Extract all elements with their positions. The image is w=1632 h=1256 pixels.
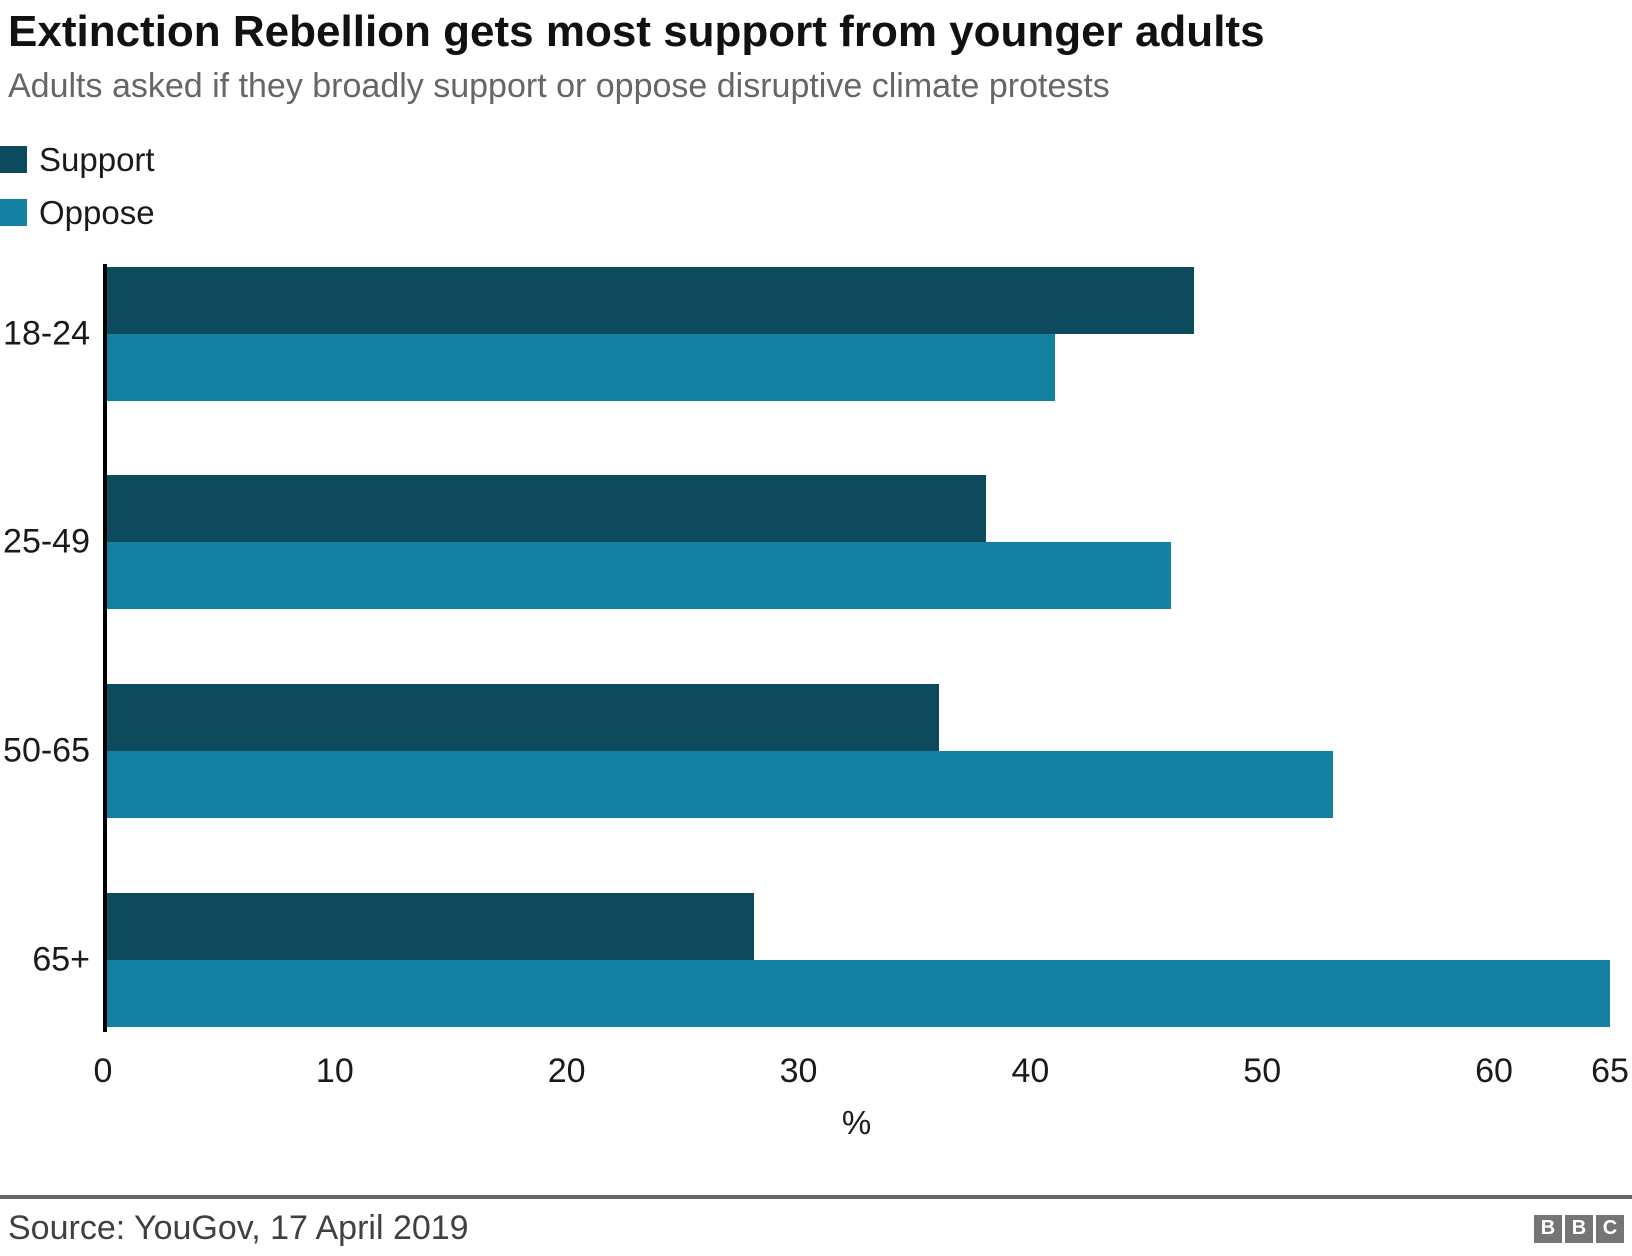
footer-row: Source: YouGov, 17 April 2019 B B C: [0, 1199, 1632, 1256]
bbc-logo-block-b2: B: [1565, 1214, 1593, 1243]
category-label: 50-65: [3, 731, 90, 770]
legend-swatch-support-icon: [0, 146, 27, 174]
plot-area: 18-24 25-49 50-65 65+: [3, 263, 1610, 1032]
bbc-logo-block-b1: B: [1534, 1214, 1562, 1243]
chart-header: Extinction Rebellion gets most support f…: [0, 0, 1632, 107]
x-tick-label: 0: [93, 1051, 113, 1090]
bar-support: [107, 684, 940, 752]
x-tick-label: 30: [779, 1051, 818, 1090]
x-axis-label: %: [841, 1103, 872, 1141]
legend-item-oppose: Oppose: [0, 194, 1632, 232]
bar-support: [107, 266, 1194, 334]
bar-group: 25-49: [3, 475, 1610, 610]
footer-divider: [0, 1195, 1632, 1199]
bar-chart: 18-24 25-49 50-65 65+ 0 10 20 30 40 50 60 65 %: [3, 263, 1629, 1142]
category-label: 18-24: [3, 314, 90, 353]
x-tick-label: 60: [1475, 1051, 1513, 1090]
legend-label-support: Support: [39, 140, 155, 178]
bar-oppose: [107, 959, 1610, 1027]
x-tick-label: 10: [315, 1051, 354, 1090]
chart-subtitle: Adults asked if they broadly support or …: [8, 66, 1110, 105]
legend-swatch-oppose-icon: [0, 199, 27, 227]
legend-label-oppose: Oppose: [39, 193, 155, 231]
legend: Support Oppose: [0, 141, 1632, 232]
category-label: 25-49: [3, 522, 90, 561]
category-label: 65+: [32, 940, 90, 979]
x-tick-label: 40: [1011, 1051, 1050, 1090]
bbc-logo-block-c: C: [1596, 1214, 1624, 1243]
x-tick-label: 20: [547, 1051, 586, 1090]
x-tick-label: 65: [1591, 1051, 1629, 1090]
bar-oppose: [107, 751, 1333, 819]
bar-support: [107, 475, 986, 543]
bar-support: [107, 892, 755, 960]
bar-group: 18-24: [3, 266, 1610, 401]
bar-group: 50-65: [3, 684, 1610, 819]
bar-oppose: [107, 333, 1056, 401]
x-tick-label: 50: [1243, 1051, 1282, 1090]
chart-title: Extinction Rebellion gets most support f…: [8, 7, 1265, 56]
bar-group: 65+: [32, 892, 1610, 1027]
source-text: Source: YouGov, 17 April 2019: [8, 1209, 469, 1247]
footer: Source: YouGov, 17 April 2019 B B C: [0, 1195, 1632, 1256]
x-axis: 0 10 20 30 40 50 60 65: [94, 1051, 1629, 1094]
legend-item-support: Support: [0, 141, 1632, 179]
bbc-logo: B B C: [1534, 1214, 1624, 1243]
bar-oppose: [107, 542, 1171, 610]
